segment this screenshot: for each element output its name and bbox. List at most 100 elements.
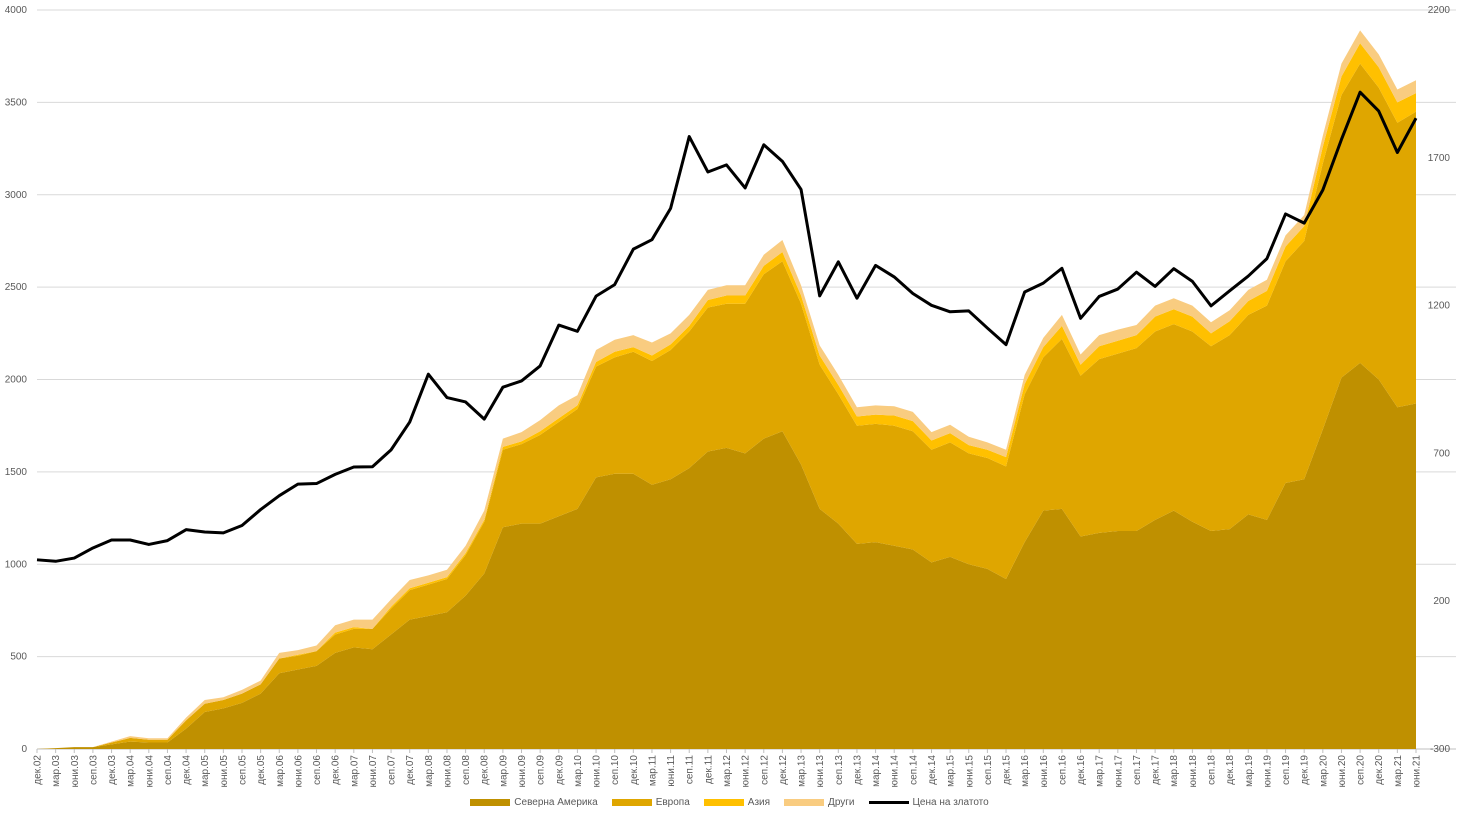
x-tick-label: мар.11 <box>647 755 658 787</box>
right-tick-label: 700 <box>1433 448 1450 459</box>
x-tick-label: сеп.04 <box>163 755 174 785</box>
x-tick-label: юни.06 <box>293 755 304 788</box>
x-tick-label: сеп.07 <box>387 755 398 785</box>
x-tick-label: юни.04 <box>144 755 155 788</box>
left-tick-label: 500 <box>10 652 27 663</box>
x-tick-label: дек.12 <box>778 755 789 785</box>
right-tick-label: 200 <box>1433 596 1450 607</box>
x-tick-label: сеп.09 <box>536 755 547 785</box>
left-tick-label: 2000 <box>5 375 28 386</box>
x-tick-label: юни.14 <box>890 755 901 788</box>
x-tick-label: сеп.18 <box>1207 755 1218 785</box>
x-tick-label: сеп.17 <box>1132 755 1143 785</box>
x-tick-label: мар.05 <box>200 755 211 787</box>
legend-item: Цена на златото <box>868 797 989 808</box>
stacked-areas <box>37 30 1416 749</box>
x-tick-label: юни.08 <box>442 755 453 788</box>
x-tick-label: юни.11 <box>666 755 677 787</box>
x-tick-label: дек.15 <box>1002 755 1013 785</box>
x-tick-label: юни.21 <box>1412 755 1423 788</box>
legend-item: Северна Америка <box>470 797 598 808</box>
x-tick-label: дек.18 <box>1225 755 1236 785</box>
x-tick-label: юни.18 <box>1188 755 1199 788</box>
x-tick-label: дек.10 <box>629 755 640 785</box>
legend-swatch <box>868 801 909 804</box>
x-tick-label: мар.09 <box>498 755 509 787</box>
area-europe <box>37 63 1416 749</box>
left-tick-label: 4000 <box>5 5 28 16</box>
x-tick-label: юни.20 <box>1337 755 1348 788</box>
legend-swatch <box>611 799 652 806</box>
x-tick-label: сеп.11 <box>685 755 696 785</box>
x-tick-label: мар.18 <box>1169 755 1180 787</box>
left-tick-label: 1000 <box>5 559 28 570</box>
x-tick-label: юни.03 <box>70 755 81 788</box>
legend-label: Азия <box>747 797 771 808</box>
x-tick-label: мар.21 <box>1393 755 1404 787</box>
x-tick-label: мар.14 <box>871 755 882 787</box>
x-tick-label: сеп.10 <box>610 755 621 785</box>
x-tick-label: дек.09 <box>554 755 565 785</box>
legend-label: Северна Америка <box>514 797 598 808</box>
x-tick-label: сеп.16 <box>1057 755 1068 785</box>
x-axis: дек.02 мар.03 юни.03 сеп.03 дек.03 мар.04 юни.… <box>33 749 1423 788</box>
x-tick-label: сеп.06 <box>312 755 323 785</box>
area-north-america <box>37 362 1416 749</box>
x-tick-label: дек.05 <box>256 755 267 785</box>
x-tick-label: дек.19 <box>1300 755 1311 785</box>
x-tick-label: мар.15 <box>946 755 957 787</box>
gold-price-line <box>36 90 1418 563</box>
x-tick-label: юни.05 <box>219 755 230 788</box>
legend-swatch <box>703 799 744 806</box>
right-axis: -300 200 700 1200 1700 2200 <box>1428 5 1451 755</box>
left-tick-label: 1500 <box>5 467 28 478</box>
legend-label: Други <box>828 797 855 808</box>
x-tick-label: дек.02 <box>33 755 44 785</box>
x-tick-label: дек.04 <box>182 755 193 785</box>
x-tick-label: дек.14 <box>927 755 938 785</box>
left-tick-label: 3000 <box>5 190 28 201</box>
x-tick-label: мар.19 <box>1244 755 1255 787</box>
x-tick-label: юни.13 <box>815 755 826 788</box>
x-tick-label: юни.17 <box>1113 755 1124 788</box>
x-tick-label: сеп.15 <box>983 755 994 785</box>
x-tick-label: юни.19 <box>1262 755 1273 788</box>
right-tick-label: 2200 <box>1428 5 1451 16</box>
x-tick-label: юни.12 <box>741 755 752 788</box>
x-tick-label: юни.10 <box>592 755 603 788</box>
x-tick-label: мар.03 <box>51 755 62 787</box>
x-tick-label: дек.20 <box>1374 755 1385 785</box>
x-tick-label: дек.17 <box>1151 755 1162 785</box>
left-tick-label: 2500 <box>5 282 28 293</box>
legend-swatch <box>784 799 825 806</box>
x-tick-label: сеп.03 <box>88 755 99 785</box>
x-tick-label: мар.07 <box>349 755 360 787</box>
legend-item: Други <box>784 797 855 808</box>
right-tick-label: 1200 <box>1428 301 1451 312</box>
x-tick-label: сеп.20 <box>1356 755 1367 785</box>
x-tick-label: сеп.19 <box>1281 755 1292 785</box>
right-tick-label: 1700 <box>1428 153 1451 164</box>
x-tick-label: дек.11 <box>703 755 714 784</box>
x-tick-label: юни.15 <box>964 755 975 788</box>
x-tick-label: сеп.12 <box>759 755 770 785</box>
gold-price-line-group <box>36 90 1418 563</box>
x-tick-label: дек.03 <box>107 755 118 785</box>
x-tick-label: юни.07 <box>368 755 379 788</box>
left-tick-label: 3500 <box>5 97 28 108</box>
left-axis: 0 500 1000 1500 2000 2500 3000 3500 4000 <box>5 5 28 755</box>
legend-item: Азия <box>703 797 771 808</box>
x-tick-label: дек.06 <box>331 755 342 785</box>
x-tick-label: дек.16 <box>1076 755 1087 785</box>
x-tick-label: мар.06 <box>275 755 286 787</box>
x-tick-label: сеп.05 <box>237 755 248 785</box>
x-tick-label: мар.17 <box>1095 755 1106 787</box>
x-tick-label: дек.07 <box>405 755 416 785</box>
x-tick-label: мар.20 <box>1318 755 1329 787</box>
legend-item: Европа <box>611 797 690 808</box>
x-tick-label: сеп.13 <box>834 755 845 785</box>
x-tick-label: сеп.08 <box>461 755 472 785</box>
x-tick-label: мар.04 <box>126 755 137 787</box>
legend-label: Цена на златото <box>912 797 989 808</box>
x-tick-label: мар.12 <box>722 755 733 787</box>
